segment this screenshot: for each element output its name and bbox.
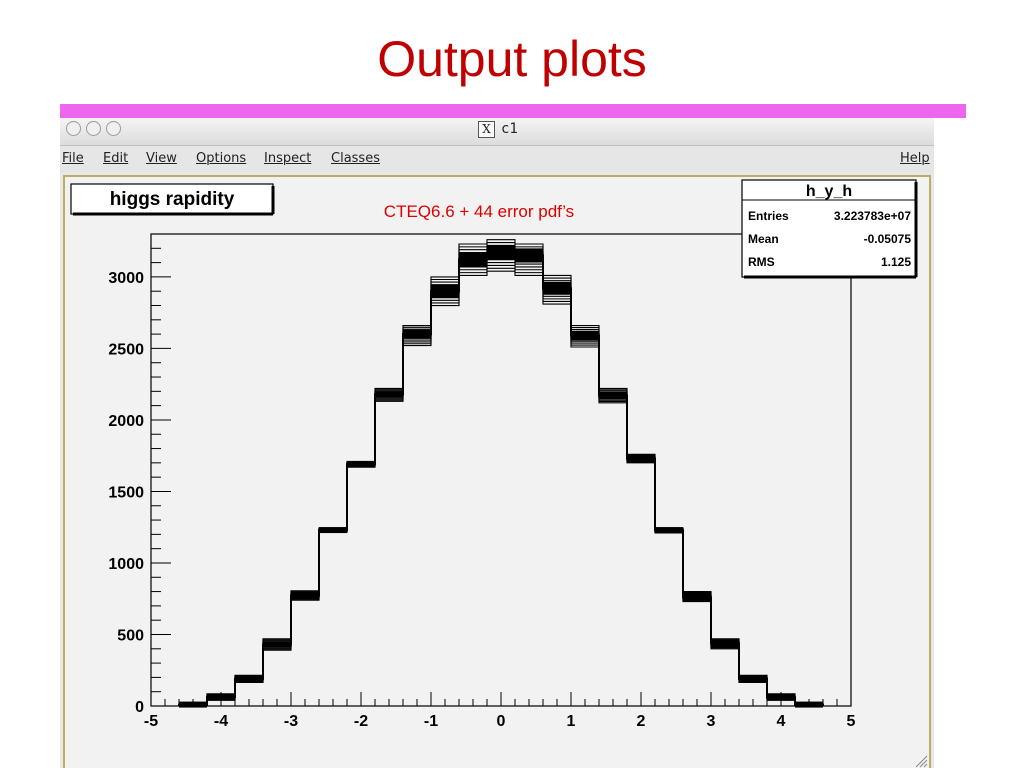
x-tick-label: 5 [847, 713, 856, 730]
histogram-bin-band [571, 330, 599, 341]
histogram-error-variant-line [178, 270, 824, 706]
menu-file[interactable]: File [62, 151, 84, 166]
stats-label-entries: Entries [748, 209, 789, 223]
resize-grip-icon[interactable] [915, 755, 928, 768]
histogram-error-variant-line [178, 264, 824, 706]
x-tick-label: 0 [497, 713, 506, 730]
stats-value-mean: -0.05075 [864, 232, 912, 246]
histogram-title: higgs rapidity [110, 189, 235, 210]
histogram-bin-band [739, 675, 767, 682]
histogram-error-variant-line [178, 250, 824, 706]
histogram-bin-band [319, 527, 347, 534]
plot-frame [150, 233, 852, 707]
histogram-bin-band [403, 329, 431, 339]
histogram-bin-band [515, 248, 543, 263]
y-tick-label: 1500 [108, 484, 144, 501]
plot-svg: -5 -4 -3 -2 -1 0 1 2 3 4 5 0 500 1000 1500 2000 2500 3000… [70, 179, 928, 768]
histogram-error-variant-line [178, 267, 824, 706]
histogram-bin-band [431, 284, 459, 298]
x-tick-label: 2 [637, 713, 646, 730]
histogram-error-variant-line [178, 253, 824, 706]
menu-help[interactable]: Help [900, 151, 930, 166]
x-tick-label: -4 [214, 713, 228, 730]
x-tick-label: 3 [707, 713, 716, 730]
menu-classes[interactable]: Classes [331, 151, 380, 166]
stats-value-rms: 1.125 [881, 255, 911, 269]
y-tick-label: 2000 [108, 413, 144, 430]
title-box [70, 183, 274, 215]
y-tick-label: 1000 [108, 556, 144, 573]
zoom-window-button[interactable] [106, 121, 121, 136]
stats-label-rms: RMS [748, 255, 775, 269]
histogram-bin-band [347, 461, 375, 468]
histogram [178, 239, 824, 708]
histogram-bin-band [459, 252, 487, 267]
histogram-bin-band [627, 455, 655, 462]
histogram-bin-band [291, 592, 319, 599]
x-tick-label: -1 [424, 713, 438, 730]
menu-options[interactable]: Options [196, 151, 247, 166]
x-tick-label: 1 [567, 713, 576, 730]
y-tick-label: 0 [135, 699, 144, 716]
stats-label-mean: Mean [748, 232, 779, 246]
window-title-text: c1 [501, 121, 518, 137]
histogram-bin-band [375, 391, 403, 398]
histogram-bin-band [543, 281, 571, 295]
histogram-bin-band [263, 641, 291, 648]
stats-value-entries: 3.223783e+07 [834, 209, 911, 223]
menu-inspect[interactable]: Inspect [264, 151, 312, 166]
y-tick-label: 3000 [108, 270, 144, 287]
histogram-bin-band [487, 245, 515, 260]
minimize-window-button[interactable] [86, 121, 101, 136]
y-tick-label: 2500 [108, 341, 144, 358]
histogram-error-variant-line [178, 244, 824, 706]
histogram-bin-band [235, 675, 263, 682]
histogram-error-variant-line [178, 239, 824, 706]
x-tick-label: -5 [144, 713, 158, 730]
slide-title: Output plots [377, 31, 647, 87]
x-tick-label: -2 [354, 713, 368, 730]
x-tick-label: 4 [777, 713, 786, 730]
menu-edit[interactable]: Edit [103, 151, 129, 166]
axes: -5 -4 -3 -2 -1 0 1 2 3 4 5 0 500 1000 1500 2000 2500 3000 [108, 233, 856, 730]
menubar: File Edit View Options Inspect Classes H… [60, 146, 934, 172]
menu-view[interactable]: View [146, 151, 177, 166]
accent-bar [60, 104, 966, 118]
histogram-error-variant-line [178, 247, 824, 706]
pdf-annotation: CTEQ6.6 + 44 error pdf’s [384, 202, 574, 221]
stats-name: h_y_h [806, 183, 852, 200]
histogram-bin-band [711, 640, 739, 647]
y-tick-label: 500 [117, 627, 144, 644]
plot-canvas[interactable]: -5 -4 -3 -2 -1 0 1 2 3 4 5 0 500 1000 1500 2000 2500 3000… [63, 175, 931, 768]
histogram-central-line [178, 251, 824, 706]
x11-icon: X [478, 121, 495, 138]
histogram-bin-band [655, 527, 683, 534]
x-tick-label: -3 [284, 713, 298, 730]
close-window-button[interactable] [66, 121, 81, 136]
histogram-error-variant-line [178, 242, 824, 706]
histogram-bin-band [599, 392, 627, 399]
histogram-bin-band [683, 594, 711, 601]
